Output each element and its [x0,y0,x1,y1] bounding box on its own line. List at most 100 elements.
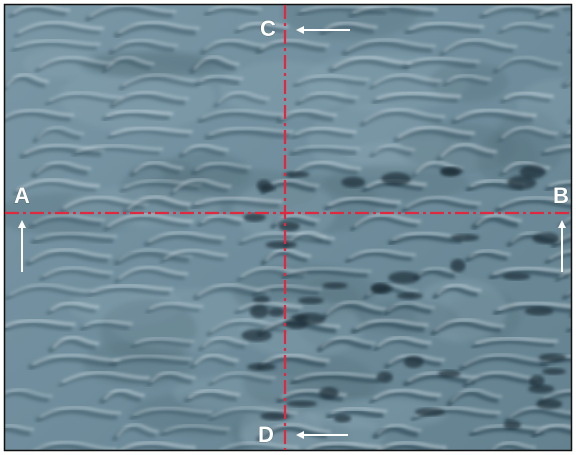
texture-mark [34,59,111,74]
texture-mark [212,406,298,418]
texture-mark [118,265,189,280]
texture-mark [349,248,416,260]
texture-mark [345,38,436,52]
texture-mark [372,388,442,400]
texture-mark [519,165,546,179]
texture-mark [502,160,551,173]
texture-mark [163,248,228,260]
photo-border [3,3,573,452]
texture-mark [5,73,50,88]
texture-mark [112,23,196,40]
texture-mark [108,93,186,110]
texture-mark [212,371,276,383]
texture-mark [9,283,92,296]
texture-mark [387,301,436,312]
texture-mark [400,199,478,214]
texture-mark [203,7,258,18]
texture-mark [119,182,199,194]
texture-mark [280,108,338,120]
texture-mark [256,179,272,192]
texture-mark [196,111,282,125]
texture-mark [408,21,485,31]
texture-mark [255,284,323,293]
texture-mark [496,129,555,144]
texture-mark [372,339,428,352]
texture-mark [536,398,563,410]
texture-mark [354,318,429,330]
texture-mark [252,296,271,303]
texture-mark [112,354,193,363]
texture-mark [113,269,185,285]
texture-mark [434,318,505,332]
texture-mark [298,297,324,305]
texture-mark [36,126,85,140]
texture-mark [320,303,383,320]
texture-mark [89,5,177,18]
texture-mark [443,38,518,53]
texture-mark [557,218,571,229]
texture-mark [235,269,304,283]
texture-mark [353,213,422,228]
texture-mark [110,126,193,136]
texture-mark [14,39,101,48]
texture-mark [51,335,100,349]
arrows [18,26,566,439]
texture-mark [350,321,425,336]
texture-mark [177,146,226,159]
texture-mark [368,76,439,91]
texture-mark [494,198,571,214]
texture-mark [117,20,200,34]
texture-mark [403,355,424,369]
texture-mark [475,213,523,226]
texture-mark [349,216,418,232]
texture-mark [5,286,88,301]
texture-mark [537,391,571,406]
texture-mark [403,23,481,37]
texture-mark [5,111,71,122]
texture-mark [75,144,164,153]
texture-mark [30,233,114,246]
texture-mark [538,5,571,16]
texture-mark [376,441,447,450]
texture-mark [292,160,362,175]
texture-mark [18,146,102,161]
texture-mark [305,441,382,450]
texture-mark [128,409,209,421]
texture-mark [5,318,76,328]
texture-mark [134,336,195,345]
texture-mark [299,91,359,102]
texture-mark [5,426,31,437]
texture-mark [322,282,348,289]
texture-mark [396,292,424,300]
texture-mark [358,111,442,128]
texture-mark [315,338,372,354]
texture-mark [29,248,112,263]
texture-mark [347,5,434,20]
texture-mark [285,266,372,275]
texture-mark [71,147,160,158]
texture-mark [478,6,559,21]
texture-mark [288,146,357,158]
texture-mark [289,374,380,386]
texture-mark [275,111,334,126]
texture-mark [375,91,462,101]
texture-mark [202,336,249,348]
texture-mark [294,126,357,136]
texture-mark [107,41,175,56]
texture-mark [255,356,327,371]
texture-mark [84,5,173,23]
texture-mark [5,321,72,332]
texture-mark [382,304,432,317]
texture-mark [554,271,571,283]
texture-mark [264,178,320,191]
texture-mark [450,388,503,403]
texture-mark [58,199,145,214]
texture-mark [203,38,267,51]
texture-mark [442,77,488,88]
texture-mark [103,388,145,401]
texture-mark [250,287,319,298]
texture-mark [189,199,279,211]
texture-mark [242,231,327,242]
texture-mark [150,371,197,383]
